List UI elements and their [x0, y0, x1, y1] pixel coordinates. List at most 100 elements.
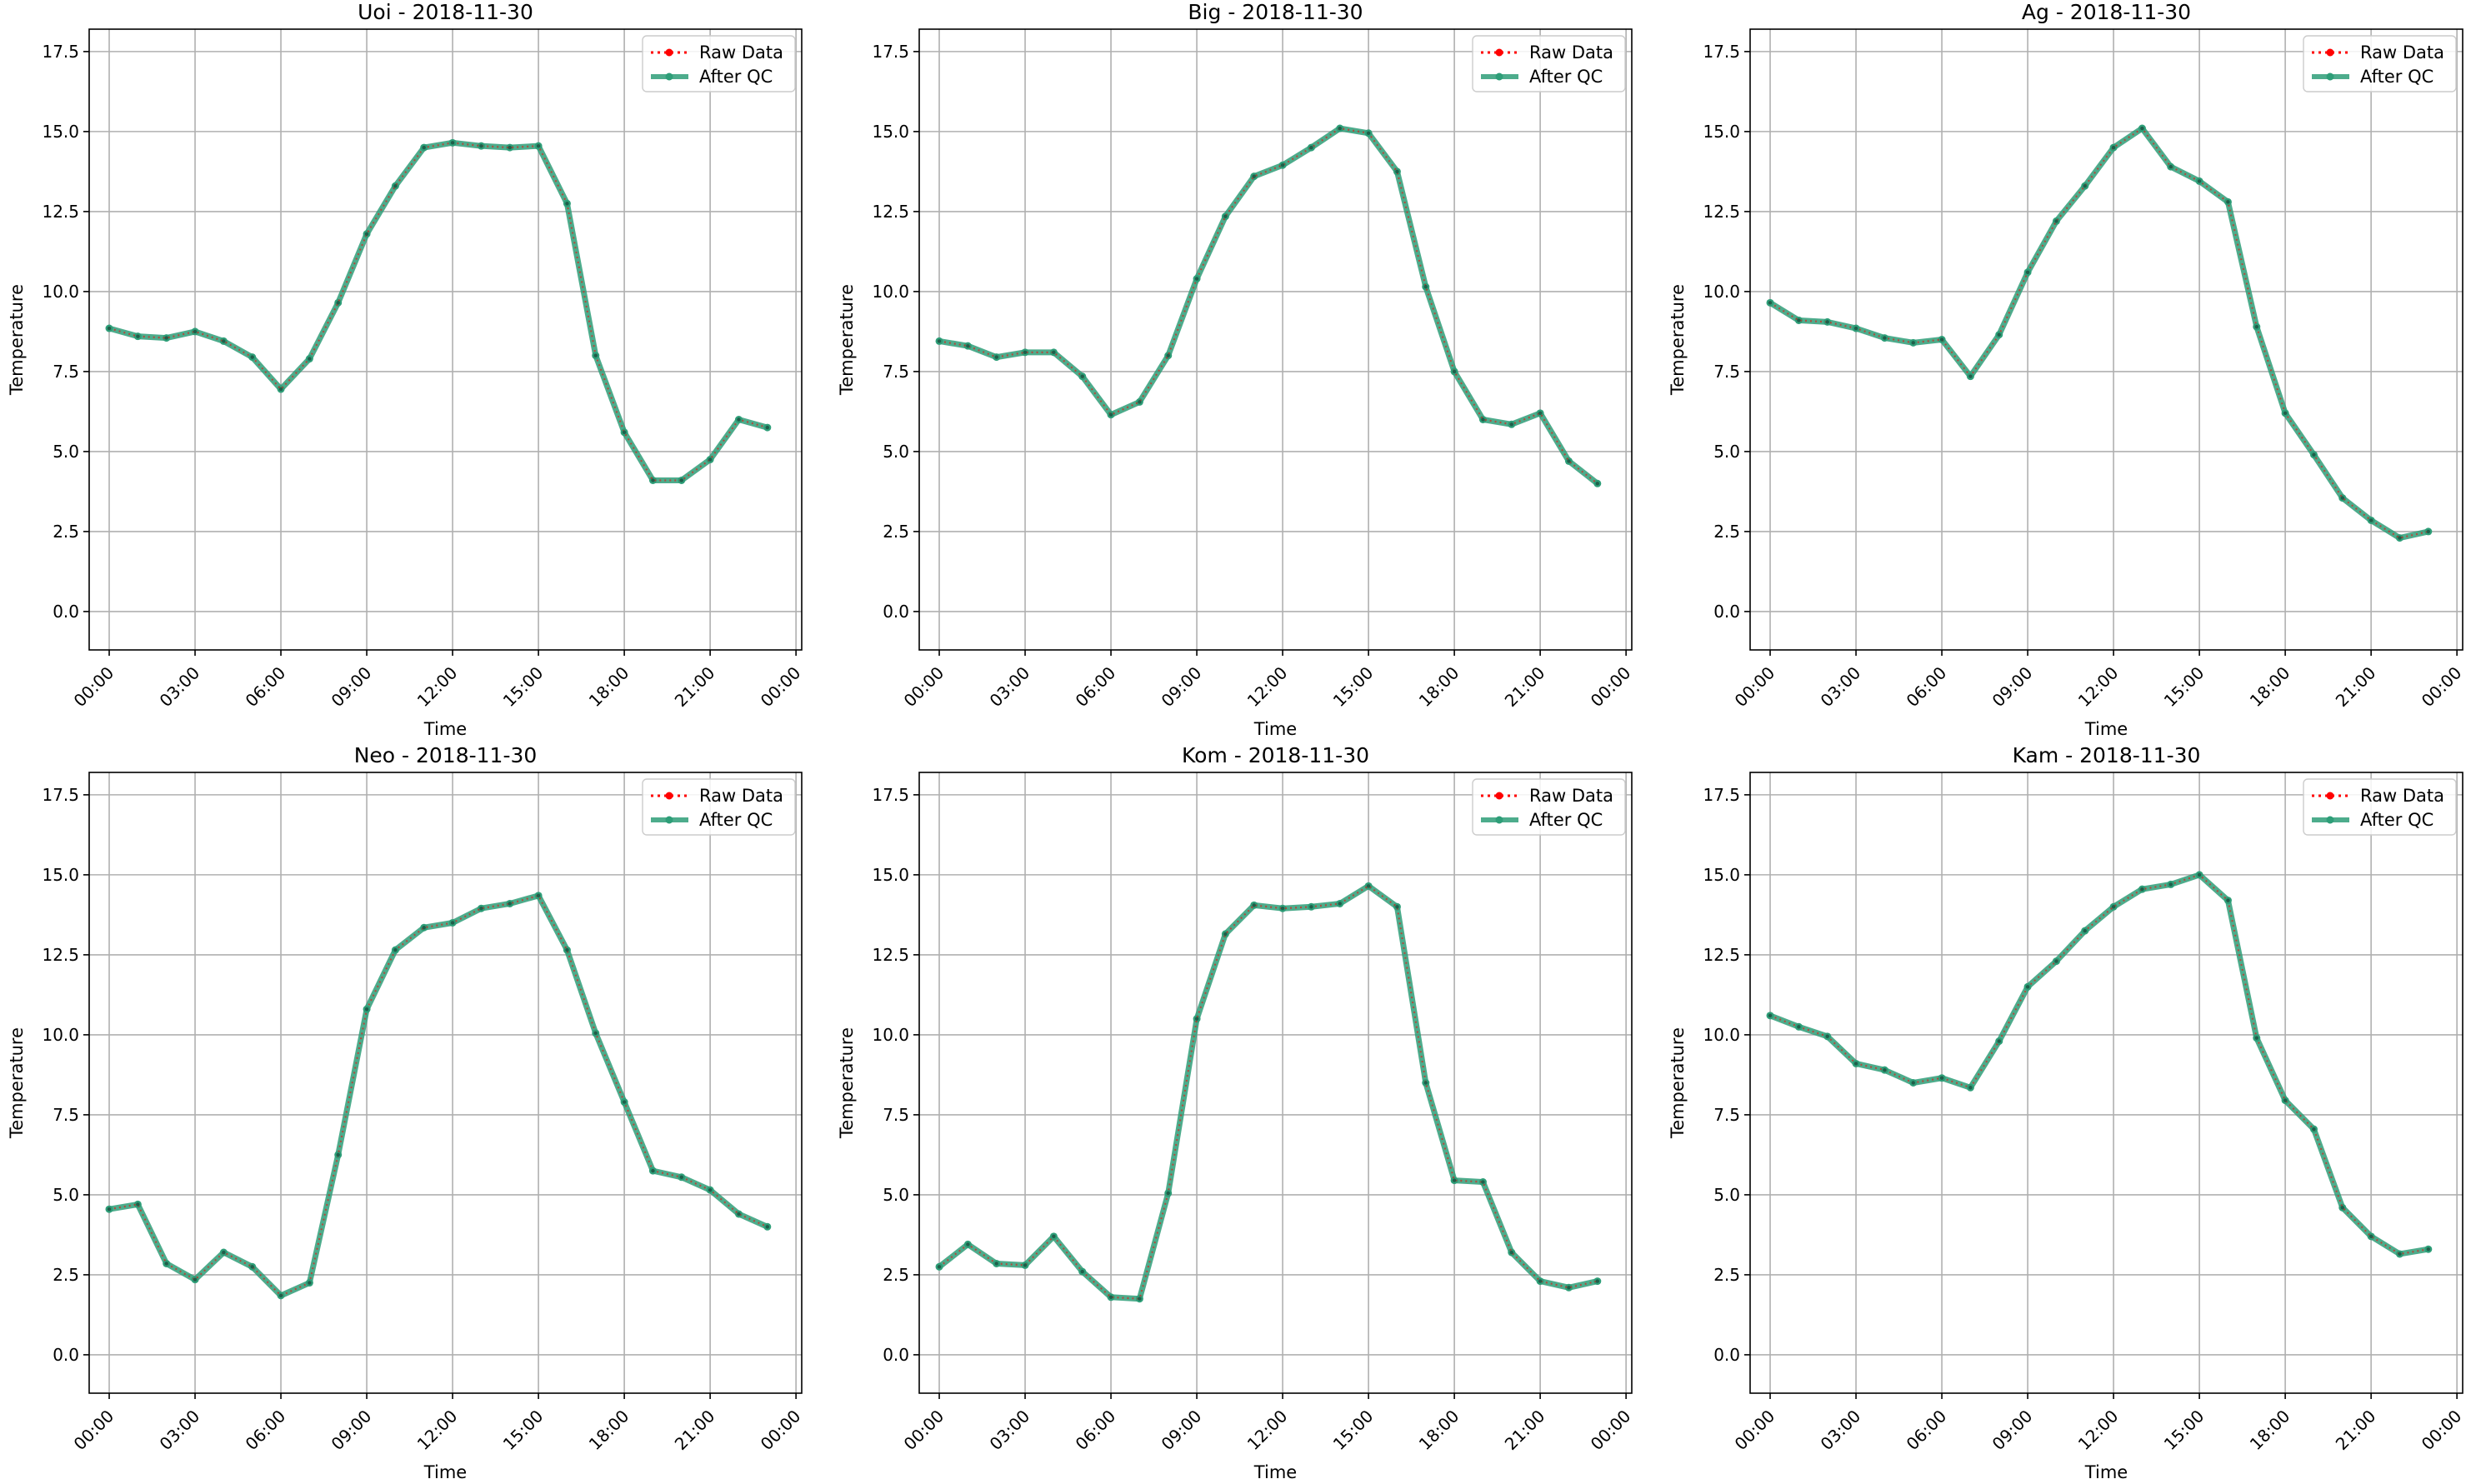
y-tick-label: 2.5: [53, 1265, 79, 1285]
raw-data-point: [1853, 326, 1858, 331]
x-tick-label: 18:00: [585, 1406, 633, 1454]
y-axis-label: Temperature: [1668, 284, 1688, 396]
raw-data-point: [1538, 1279, 1543, 1283]
y-tick-label: 2.5: [883, 522, 909, 542]
x-tick-label: 18:00: [1415, 662, 1463, 711]
raw-data-point: [1252, 903, 1256, 907]
chart-panel-2: 00:00 03:00 06:00 09:00 12:00 15:00 18:00 21:00…: [837, 0, 1634, 739]
x-tick-label: 09:00: [328, 1406, 376, 1454]
x-tick-label: 18:00: [2246, 1406, 2294, 1454]
legend-raw-marker: [1495, 48, 1503, 57]
raw-data-point: [1194, 1017, 1199, 1021]
raw-data-point: [651, 1168, 655, 1173]
legend-qc-marker: [1495, 72, 1503, 81]
y-tick-label: 10.0: [1703, 1025, 1740, 1045]
y-grid: 0.0 2.5 5.0 7.5 10.0 12.5 15.0 17.5: [42, 42, 802, 622]
y-tick-label: 15.0: [872, 122, 909, 142]
y-tick-label: 0.0: [883, 602, 909, 622]
raw-data-point: [622, 1100, 627, 1104]
raw-data-point: [1366, 131, 1371, 136]
y-tick-label: 7.5: [1713, 362, 1740, 382]
x-tick-label: 21:00: [1501, 1406, 1549, 1454]
y-tick-label: 2.5: [1713, 522, 1740, 542]
raw-data-point: [966, 1242, 970, 1247]
x-tick-label: 15:00: [1329, 1406, 1378, 1454]
raw-data-point: [1911, 1081, 1915, 1085]
legend: Raw Data After QC: [642, 778, 796, 836]
legend-qc-label: After QC: [2360, 810, 2433, 830]
raw-data-point: [1853, 1062, 1858, 1066]
raw-data-point: [278, 1293, 283, 1298]
x-axis-label: Time: [2084, 719, 2128, 739]
raw-data-point: [1138, 400, 1142, 404]
raw-data-point: [508, 902, 512, 906]
y-tick-label: 7.5: [883, 362, 909, 382]
raw-data-point: [1538, 411, 1543, 416]
y-tick-label: 5.0: [883, 1185, 909, 1205]
raw-data-point: [1595, 482, 1599, 486]
plot-frame: [1749, 28, 2463, 651]
x-tick-label: 15:00: [499, 1406, 548, 1454]
raw-data-point: [136, 1202, 140, 1207]
raw-data-point: [2283, 1098, 2288, 1102]
raw-data-point: [107, 326, 112, 331]
raw-data-point: [622, 430, 627, 435]
x-tick-label: 21:00: [671, 662, 719, 711]
x-tick-label: 09:00: [328, 662, 376, 711]
series-raw-data-line: [1769, 127, 2429, 539]
x-axis-label: Time: [2084, 1462, 2128, 1482]
x-tick-label: 03:00: [156, 662, 204, 711]
y-tick-label: 12.5: [42, 945, 79, 965]
raw-data-point: [508, 145, 512, 150]
legend-raw-label: Raw Data: [699, 42, 783, 62]
raw-data-point: [422, 145, 426, 150]
raw-data-point: [2426, 1247, 2430, 1252]
raw-data-point: [937, 339, 942, 343]
raw-data-point: [737, 417, 741, 422]
x-tick-label: 09:00: [1158, 662, 1206, 711]
raw-data-point: [2368, 518, 2373, 522]
x-tick-label: 00:00: [900, 662, 948, 711]
raw-data-point: [2111, 145, 2116, 150]
raw-data-point: [765, 425, 769, 430]
x-tick-label: 18:00: [585, 662, 633, 711]
x-tick-label: 00:00: [70, 662, 118, 711]
raw-data-point: [193, 329, 198, 334]
raw-data-point: [422, 926, 426, 930]
y-tick-label: 10.0: [1703, 282, 1740, 302]
y-tick-label: 2.5: [53, 522, 79, 542]
raw-data-point: [479, 907, 483, 911]
raw-data-point: [393, 183, 398, 188]
x-tick-label: 06:00: [1072, 662, 1120, 711]
raw-data-point: [2168, 164, 2173, 169]
raw-data-point: [2254, 1036, 2258, 1040]
raw-data-point: [1194, 277, 1199, 281]
raw-data-point: [2083, 183, 2087, 188]
y-tick-label: 5.0: [53, 1185, 79, 1205]
raw-data-point: [679, 478, 683, 482]
series-after-qc-line: [937, 882, 1598, 1302]
raw-data-point: [1366, 884, 1371, 888]
x-tick-label: 18:00: [2246, 662, 2294, 711]
series-raw-data-line: [108, 894, 768, 1297]
y-tick-label: 0.0: [1713, 1345, 1740, 1365]
x-tick-label: 21:00: [2332, 1406, 2380, 1454]
raw-data-point: [2368, 1234, 2373, 1239]
x-tick-label: 15:00: [499, 662, 548, 711]
raw-data-point: [765, 1225, 769, 1229]
series-after-qc-line: [108, 139, 768, 483]
raw-data-point: [651, 478, 655, 482]
raw-data-point: [937, 1265, 942, 1269]
x-tick-label: 09:00: [1988, 1406, 2037, 1454]
raw-data-point: [1939, 1076, 1944, 1080]
raw-data-point: [1423, 284, 1428, 289]
x-tick-label: 00:00: [757, 662, 805, 711]
chart-panel-6: 00:00 03:00 06:00 09:00 12:00 15:00 18:00 21:00…: [1668, 743, 2465, 1482]
raw-data-point: [737, 1212, 741, 1217]
raw-data-point: [1567, 459, 1571, 463]
chart-panel-3: 00:00 03:00 06:00 09:00 12:00 15:00 18:00 21:00…: [1668, 0, 2465, 739]
raw-data-point: [1023, 350, 1028, 355]
y-axis-label: Temperature: [837, 284, 857, 396]
raw-data-point: [164, 336, 168, 340]
x-tick-label: 00:00: [1587, 662, 1635, 711]
